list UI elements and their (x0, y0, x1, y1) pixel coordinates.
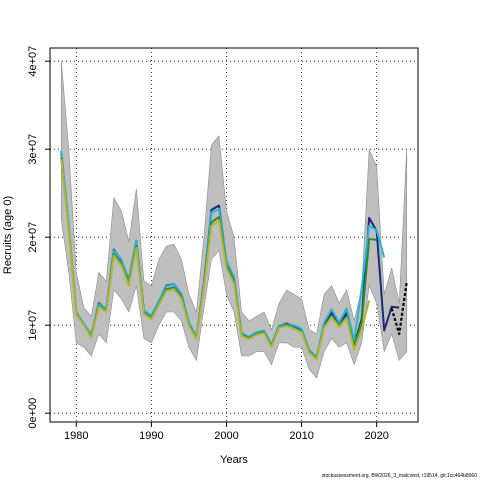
y-tick-label: 0e+00 (27, 398, 39, 429)
plot-frame (49, 47, 419, 423)
y-tick-label: 1e+07 (27, 310, 39, 341)
x-tick-label: 2010 (289, 430, 313, 442)
confidence-band-area (60, 61, 408, 379)
y-tick-label: 4e+07 (27, 46, 39, 77)
series-line-black (390, 281, 408, 336)
y-axis: 0e+00 1e+07 2e+07 3e+07 4e+07 (27, 46, 50, 429)
series-line-olive (60, 158, 371, 361)
x-axis: 1980 1990 2000 2010 2020 (64, 422, 389, 442)
x-tick-label: 1980 (64, 430, 88, 442)
y-tick-label: 3e+07 (27, 134, 39, 165)
x-tick-label: 1990 (139, 430, 163, 442)
series-lines (60, 150, 408, 361)
y-axis-title: Recruits (age 0) (2, 196, 14, 274)
grid (50, 48, 418, 422)
y-tick-label: 2e+07 (27, 222, 39, 253)
x-axis-title: Years (220, 454, 248, 466)
confidence-band (60, 61, 408, 379)
x-tick-label: 2020 (364, 430, 388, 442)
footer-text: stockassessment.org, BW2026_3_matconst, … (322, 473, 478, 479)
x-tick-label: 2000 (214, 430, 238, 442)
